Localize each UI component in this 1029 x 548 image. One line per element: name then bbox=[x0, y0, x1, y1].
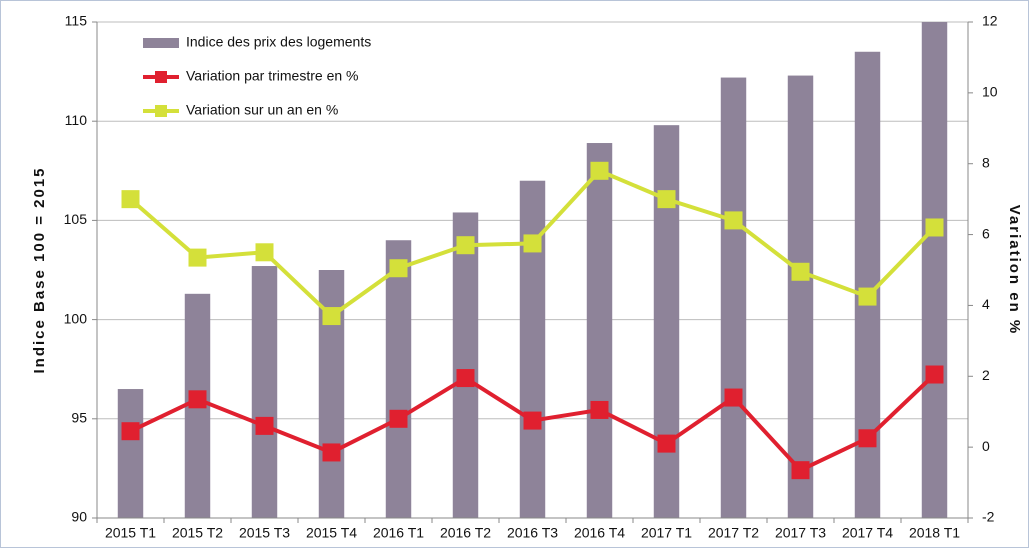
marker bbox=[322, 443, 341, 462]
y2-tick-label: 8 bbox=[982, 154, 990, 170]
marker bbox=[456, 236, 475, 255]
marker bbox=[121, 190, 140, 209]
bar bbox=[787, 75, 814, 519]
x-tick-label: 2015 T1 bbox=[105, 525, 156, 541]
bar bbox=[586, 143, 613, 519]
marker bbox=[389, 259, 408, 278]
y2-axis-title: Variation en % bbox=[1006, 205, 1023, 336]
y-tick-label: 100 bbox=[64, 310, 88, 326]
legend-swatch bbox=[155, 71, 167, 83]
x-tick-label: 2017 T1 bbox=[641, 525, 692, 541]
marker bbox=[925, 218, 944, 237]
y-tick-label: 115 bbox=[65, 13, 88, 29]
legend-swatch bbox=[143, 38, 179, 48]
marker bbox=[188, 390, 207, 409]
bar bbox=[117, 389, 144, 518]
marker bbox=[188, 248, 207, 267]
x-tick-label: 2015 T2 bbox=[172, 525, 223, 541]
x-tick-label: 2016 T2 bbox=[440, 525, 491, 541]
marker bbox=[925, 365, 944, 384]
marker bbox=[255, 243, 274, 262]
marker bbox=[389, 409, 408, 428]
x-tick-label: 2016 T3 bbox=[507, 525, 558, 541]
x-tick-label: 2016 T1 bbox=[373, 525, 424, 541]
legend-swatch bbox=[155, 105, 167, 117]
marker bbox=[322, 307, 341, 326]
marker bbox=[590, 161, 609, 180]
marker bbox=[657, 190, 676, 209]
marker bbox=[456, 369, 475, 388]
x-tick-label: 2015 T3 bbox=[239, 525, 290, 541]
marker bbox=[590, 400, 609, 419]
legend-label: Variation sur un an en % bbox=[186, 102, 338, 118]
y2-tick-label: -2 bbox=[982, 509, 995, 525]
marker bbox=[791, 461, 810, 480]
bar bbox=[452, 212, 479, 519]
bar bbox=[720, 77, 747, 518]
y-tick-label: 90 bbox=[71, 509, 87, 525]
marker bbox=[523, 411, 542, 430]
marker bbox=[121, 422, 140, 441]
y-tick-label: 105 bbox=[64, 211, 88, 227]
bar bbox=[653, 125, 680, 518]
y2-tick-label: 6 bbox=[982, 225, 990, 241]
legend-label: Variation par trimestre en % bbox=[186, 68, 358, 84]
x-tick-label: 2016 T4 bbox=[574, 525, 625, 541]
marker bbox=[791, 262, 810, 281]
y-tick-label: 110 bbox=[65, 112, 88, 128]
bar bbox=[921, 22, 948, 518]
marker bbox=[523, 234, 542, 253]
y2-tick-label: 4 bbox=[982, 296, 990, 312]
x-tick-label: 2017 T2 bbox=[708, 525, 759, 541]
x-tick-label: 2018 T1 bbox=[909, 525, 960, 541]
x-tick-label: 2015 T4 bbox=[306, 525, 357, 541]
marker bbox=[255, 416, 274, 435]
marker bbox=[858, 287, 877, 306]
bar bbox=[251, 266, 278, 518]
y-axis-title: Indice Base 100 = 2015 bbox=[31, 166, 48, 373]
y-tick-label: 95 bbox=[71, 410, 87, 426]
y2-tick-label: 10 bbox=[982, 84, 998, 100]
bar bbox=[385, 240, 412, 519]
y2-tick-label: 12 bbox=[982, 13, 998, 29]
marker bbox=[724, 211, 743, 230]
y2-tick-label: 2 bbox=[982, 367, 990, 383]
marker bbox=[858, 429, 877, 448]
x-tick-label: 2017 T3 bbox=[775, 525, 826, 541]
legend-label: Indice des prix des logements bbox=[186, 34, 371, 50]
marker bbox=[724, 388, 743, 407]
x-tick-label: 2017 T4 bbox=[842, 525, 893, 541]
y2-tick-label: 0 bbox=[982, 438, 990, 454]
marker bbox=[657, 434, 676, 453]
